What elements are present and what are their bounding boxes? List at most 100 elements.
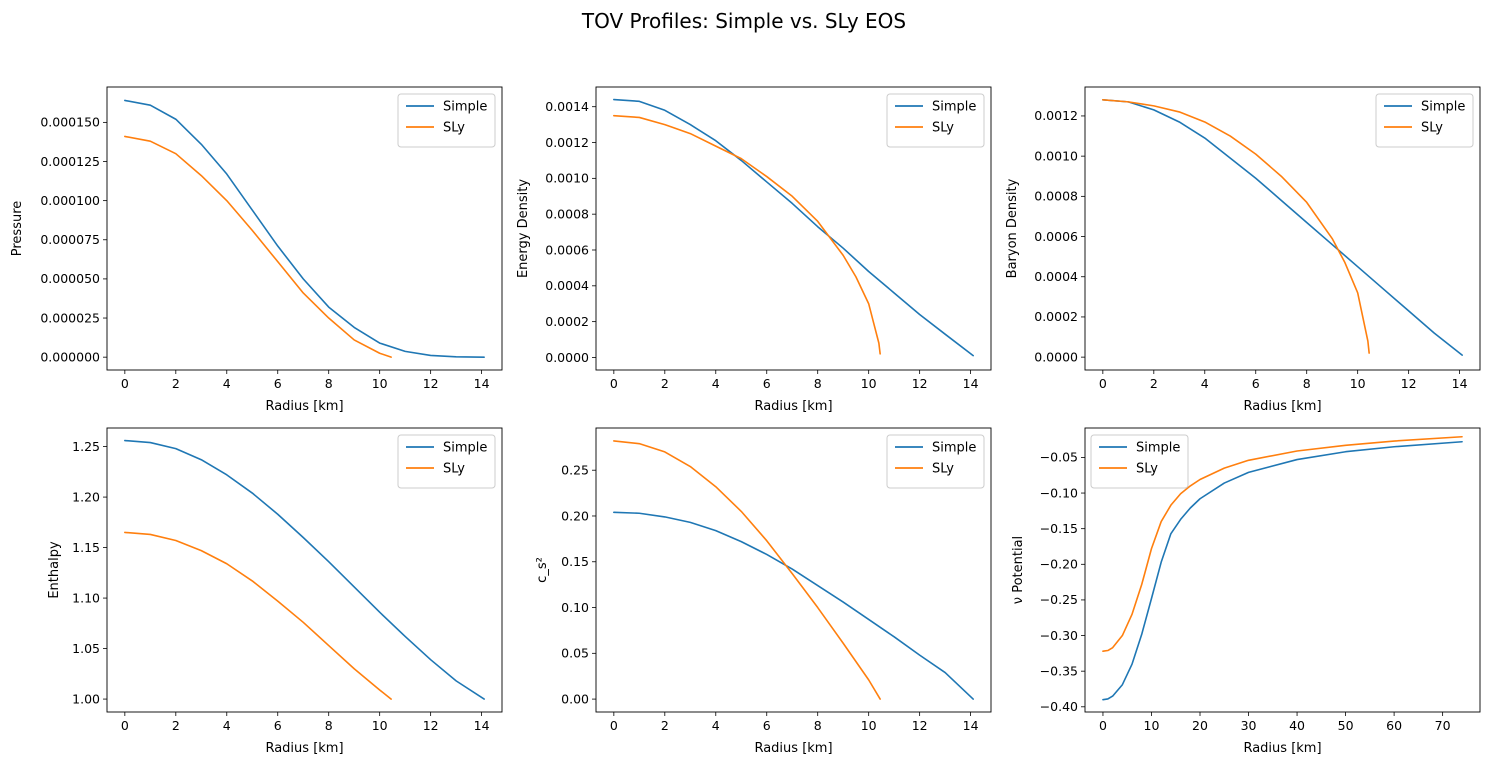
x-tick-label: 10 (1350, 376, 1366, 391)
x-axis-label: Radius [km] (754, 399, 832, 414)
x-tick-label: 10 (372, 718, 388, 733)
legend-box (397, 434, 496, 489)
x-tick-label: 12 (423, 718, 439, 733)
series-line-simple (124, 439, 485, 700)
y-tick-label: −0.20 (1040, 557, 1078, 572)
x-axis-label: Radius [km] (265, 399, 343, 414)
x-tick-label: 4 (712, 376, 720, 391)
y-tick-label: −0.35 (1040, 663, 1078, 678)
x-tick-label: 6 (763, 376, 771, 391)
x-tick-label: 8 (325, 376, 333, 391)
x-tick-label: 50 (1338, 718, 1354, 733)
legend-label-simple: Simple (1421, 100, 1465, 115)
y-axis-label: c_s² (535, 557, 550, 583)
series-line-sly (124, 135, 392, 358)
x-tick-label: 60 (1386, 718, 1402, 733)
y-axis-label: ν Potential (1011, 536, 1026, 604)
subplot-6: 0 10 20 30 40 50 60 70 −0.40 −0.35 −0.30 −0.25 −0.20… (1011, 427, 1481, 756)
x-axis-label: Radius [km] (754, 741, 832, 756)
x-tick-label: 70 (1435, 718, 1451, 733)
legend-box (1375, 93, 1474, 148)
subplot-2: 0 2 4 6 8 10 12 14 0.0000 0.0002 0.0004 0.0006 0.000… (516, 86, 992, 414)
y-tick-label: −0.10 (1040, 485, 1078, 500)
y-tick-label: 1.05 (72, 641, 100, 656)
y-tick-label: 0.000100 (40, 193, 100, 208)
legend: Simple SLy (397, 93, 496, 148)
x-tick-label: 8 (814, 718, 822, 733)
series-line-simple (1102, 99, 1463, 356)
y-tick-label: 0.0012 (545, 135, 589, 150)
subplot-3: 0 2 4 6 8 10 12 14 0.0000 0.0002 0.0004 0.0006 0.000… (1005, 86, 1481, 414)
y-tick-label: 1.25 (72, 439, 100, 454)
y-tick-label: 0.15 (561, 554, 589, 569)
y-tick-label: 0.0006 (545, 242, 589, 257)
legend: Simple SLy (1375, 93, 1474, 148)
y-tick-label: −0.40 (1040, 699, 1078, 714)
x-tick-label: 8 (325, 718, 333, 733)
x-tick-label: 20 (1192, 718, 1208, 733)
y-axis-label: Energy Density (516, 179, 531, 278)
legend-box (1090, 434, 1189, 489)
y-axis-label: Pressure (10, 201, 25, 257)
x-tick-label: 0 (121, 376, 129, 391)
legend-label-simple: Simple (1136, 441, 1180, 456)
series-line-simple (613, 98, 974, 357)
x-tick-label: 2 (172, 718, 180, 733)
x-tick-label: 40 (1289, 718, 1305, 733)
y-axis-label: Enthalpy (47, 541, 62, 599)
y-tick-label: 0.00 (561, 691, 589, 706)
x-tick-label: 6 (1252, 376, 1260, 391)
x-tick-label: 8 (814, 376, 822, 391)
legend: Simple SLy (397, 434, 496, 489)
y-tick-label: −0.05 (1040, 450, 1078, 465)
y-tick-label: −0.30 (1040, 628, 1078, 643)
y-tick-label: 0.000075 (40, 232, 100, 247)
x-tick-label: 4 (1201, 376, 1209, 391)
y-tick-label: 0.0006 (1034, 229, 1078, 244)
x-tick-label: 10 (1144, 718, 1160, 733)
y-tick-label: 0.000025 (40, 310, 100, 325)
series-line-simple (124, 99, 485, 358)
axes-frame (1084, 86, 1481, 371)
y-tick-label: 0.20 (561, 508, 589, 523)
y-tick-label: 0.000050 (40, 271, 100, 286)
y-tick-label: 0.0002 (545, 314, 589, 329)
legend: Simple SLy (886, 434, 985, 489)
x-tick-label: 2 (661, 718, 669, 733)
y-tick-label: 0.10 (561, 600, 589, 615)
x-tick-label: 14 (1452, 376, 1468, 391)
y-tick-label: 1.15 (72, 540, 100, 555)
legend-box (886, 434, 985, 489)
legend-label-simple: Simple (932, 441, 976, 456)
x-tick-label: 10 (372, 376, 388, 391)
y-tick-label: 0.0000 (1034, 349, 1078, 364)
y-tick-label: −0.25 (1040, 592, 1078, 607)
y-tick-label: 1.10 (72, 590, 100, 605)
x-tick-label: 12 (912, 718, 928, 733)
legend-label-simple: Simple (932, 100, 976, 115)
x-tick-label: 4 (223, 718, 231, 733)
x-axis-label: Radius [km] (1243, 399, 1321, 414)
y-tick-label: 0.0002 (1034, 309, 1078, 324)
figure-title: TOV Profiles: Simple vs. SLy EOS (581, 9, 906, 33)
series-line-sly (613, 114, 881, 355)
y-tick-label: 0.0008 (1034, 189, 1078, 204)
legend-label-simple: Simple (443, 100, 487, 115)
series-line-sly (613, 440, 881, 700)
x-tick-label: 14 (963, 376, 979, 391)
legend-label-sly: SLy (443, 121, 465, 136)
legend-box (397, 93, 496, 148)
x-tick-label: 0 (610, 718, 618, 733)
legend-label-sly: SLy (932, 462, 954, 477)
x-axis-label: Radius [km] (1243, 741, 1321, 756)
legend-label-sly: SLy (932, 121, 954, 136)
legend-label-sly: SLy (1136, 462, 1158, 477)
legend-box (886, 93, 985, 148)
x-tick-label: 12 (423, 376, 439, 391)
subplot-1: 0 2 4 6 8 10 12 14 0.000000 0.000025 0.000050 0.000… (10, 86, 503, 414)
x-tick-label: 10 (861, 376, 877, 391)
y-tick-label: 0.000125 (40, 154, 100, 169)
y-tick-label: 0.000150 (40, 115, 100, 130)
legend: Simple SLy (886, 93, 985, 148)
y-tick-label: 0.0004 (1034, 269, 1078, 284)
